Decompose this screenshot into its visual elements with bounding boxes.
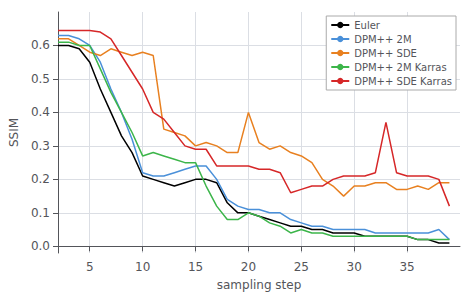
svg-text:0.6: 0.6 [31,38,50,52]
svg-text:sampling step: sampling step [217,278,302,292]
svg-text:DPM++ SDE Karras: DPM++ SDE Karras [354,76,452,87]
svg-text:5: 5 [86,260,94,274]
svg-text:0.0: 0.0 [31,239,50,253]
svg-text:0.2: 0.2 [31,172,50,186]
svg-text:15: 15 [188,260,203,274]
svg-text:0.1: 0.1 [31,206,50,220]
svg-text:DPM++ 2M Karras: DPM++ 2M Karras [354,62,446,73]
svg-text:0.4: 0.4 [31,105,50,119]
svg-text:25: 25 [294,260,309,274]
svg-text:Euler: Euler [354,20,381,31]
svg-text:10: 10 [135,260,150,274]
svg-text:DPM++ SDE: DPM++ SDE [354,48,417,59]
svg-text:DPM++ 2M: DPM++ 2M [354,34,411,45]
svg-text:20: 20 [241,260,256,274]
svg-text:0.3: 0.3 [31,139,50,153]
svg-text:0.5: 0.5 [31,72,50,86]
svg-text:35: 35 [399,260,414,274]
svg-text:SSIM: SSIM [7,118,21,147]
svg-text:30: 30 [347,260,362,274]
